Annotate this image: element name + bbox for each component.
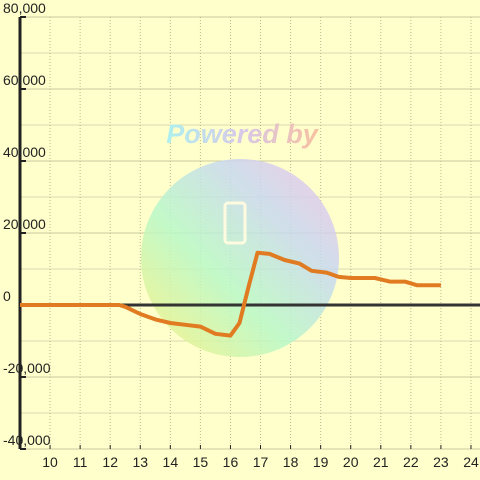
x-tick-label: 23: [433, 454, 449, 470]
x-tick-label: 14: [163, 454, 179, 470]
plot: -40,000 -20,000 0 20,000 40,000 60,000 80,000 1…: [3, 0, 480, 470]
watermark-logo: [141, 159, 339, 357]
y-tick-label: 20,000: [3, 216, 46, 232]
x-tick-label: 18: [283, 454, 299, 470]
x-tick-label: 20: [343, 454, 359, 470]
x-tick-label: 21: [373, 454, 389, 470]
x-tick-label: 15: [193, 454, 209, 470]
watermark: Powered by: [166, 119, 320, 149]
watermark-icon: [223, 201, 247, 245]
x-tick-label: 13: [132, 454, 148, 470]
y-tick-label: -20,000: [3, 360, 51, 376]
x-tick-label: 12: [102, 454, 118, 470]
data-line: [20, 250, 441, 338]
x-tick-label: 22: [403, 454, 419, 470]
x-tick-label: 16: [223, 454, 239, 470]
x-tick-label: 10: [42, 454, 58, 470]
x-tick-label: 17: [253, 454, 269, 470]
x-tick-label: 11: [73, 454, 88, 470]
y-tick-label: 0: [3, 288, 11, 304]
y-tick-label: -40,000: [3, 432, 51, 448]
y-tick-label: 60,000: [3, 72, 46, 88]
x-tick-label: 24: [463, 454, 479, 470]
y-tick-label: 40,000: [3, 144, 46, 160]
x-tick-label: 19: [313, 454, 329, 470]
y-tick-label: 80,000: [3, 0, 46, 16]
